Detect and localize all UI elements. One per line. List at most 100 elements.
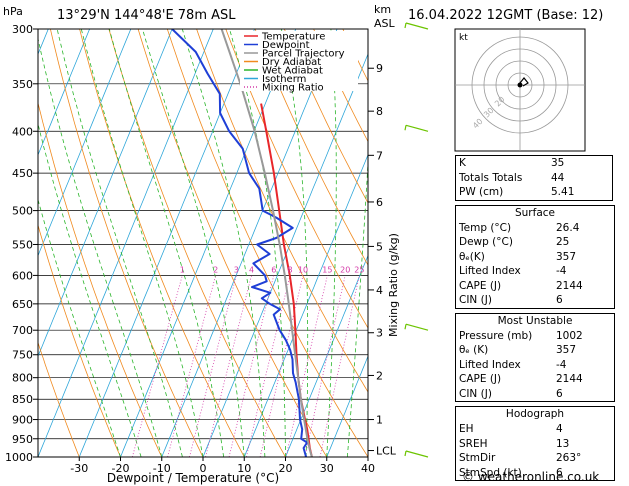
row-value: 357 [556, 250, 577, 263]
isotherm-line [38, 29, 214, 457]
km-label: km [374, 3, 392, 16]
index-label: K [459, 157, 466, 170]
height-tick-label: LCL [376, 445, 397, 458]
table-row: StmDir 263° [456, 451, 614, 466]
wind-barb-staff [405, 450, 429, 458]
row-label: SREH [459, 437, 488, 450]
table-row: Lifted Index -4 [456, 264, 614, 279]
row-value: -4 [556, 358, 567, 371]
table-row: PW (cm) 5.41 [456, 185, 613, 200]
right-axis-label: Mixing Ratio (g/kg) [387, 233, 400, 337]
row-value: 13 [556, 437, 570, 450]
legend-label: Dry Adiabat [262, 57, 321, 68]
pressure-tick-label: 450 [12, 167, 33, 180]
wet-adiabat-line [229, 29, 286, 457]
height-tick-label: 9 [376, 62, 383, 75]
dry-adiabat-line [166, 29, 368, 457]
pressure-tick-label: 300 [12, 23, 33, 36]
table-row: θₑ (K) 357 [456, 343, 614, 358]
dewpoint-line [171, 29, 309, 457]
isotherm-line [38, 29, 173, 358]
dry-adiabat-line [50, 29, 204, 457]
row-label: CAPE (J) [459, 279, 502, 292]
temperature-tick-label: 20 [279, 462, 293, 475]
legend-background [240, 31, 358, 91]
mixing-ratio-line [246, 275, 291, 457]
table-row: CIN (J) 6 [456, 387, 614, 402]
hodograph-trace [519, 77, 529, 87]
temperature-tick-label: -30 [70, 462, 88, 475]
wet-adiabat-line [326, 29, 337, 457]
dry-adiabat-line [225, 29, 368, 329]
mixing-ratio-line [285, 275, 328, 457]
row-label: θₑ(K) [459, 250, 485, 263]
pressure-tick-label: 850 [12, 393, 33, 406]
hodograph-kt-label: kt [459, 33, 468, 43]
pressure-tick-label: 800 [12, 372, 33, 385]
height-tick-label: 4 [376, 284, 383, 297]
temperature-tick-label: 10 [237, 462, 251, 475]
legend-label: Wet Adiabat [262, 66, 323, 77]
row-label: CAPE (J) [459, 373, 502, 385]
wind-barb-flag [404, 22, 407, 29]
row-value: 26.4 [556, 221, 580, 234]
row-label: Lifted Index [459, 358, 521, 371]
table-row: Lifted Index -4 [456, 358, 614, 373]
row-label: Temp (°C) [459, 221, 512, 234]
table-row: EH 4 [456, 422, 614, 437]
wet-adiabat-line [38, 198, 121, 457]
legend-label: Temperature [261, 32, 325, 43]
legend-label: Parcel Trajectory [262, 49, 345, 60]
dry-adiabat-line [108, 29, 286, 457]
wet-adiabat-line [38, 122, 142, 457]
table-row: K 35 [456, 156, 613, 171]
mixing-ratio-label: 15 [322, 265, 332, 274]
index-value: 44 [551, 171, 565, 184]
wet-adiabat-line [56, 29, 183, 457]
wind-barb-flag [404, 324, 407, 330]
table-row: Temp (°C) 26.4 [456, 221, 614, 236]
mixing-ratio-line [167, 275, 217, 457]
table-row: CIN (J) 6 [456, 293, 614, 308]
row-label: Pressure (mb) [459, 329, 533, 342]
table-row: SREH 13 [456, 437, 614, 452]
wind-barb-staff [405, 323, 429, 331]
credit-link[interactable]: © weatheronline.co.uk [462, 470, 600, 484]
pressure-tick-label: 1000 [5, 451, 33, 464]
mixing-ratio-label: 3 [234, 265, 239, 274]
dry-adiabat-line [137, 29, 328, 457]
isotherm-line [161, 29, 338, 457]
row-label: StmSpd (kt) [459, 466, 522, 479]
wet-adiabat-line [38, 37, 163, 457]
wind-barb [404, 22, 429, 30]
height-tick-label: 3 [376, 327, 383, 340]
height-tick-label: 7 [376, 149, 383, 162]
wind-barb [404, 450, 429, 458]
wind-barb-flag [404, 125, 407, 131]
wind-barb [404, 124, 429, 132]
temperature-tick-label: 30 [320, 462, 334, 475]
legend-label: Isotherm [262, 74, 306, 85]
index-label: Totals Totals [459, 171, 523, 184]
row-label: Dewp (°C) [459, 236, 513, 248]
wet-adiabat-line [281, 29, 309, 457]
dry-adiabat-line [283, 29, 368, 204]
wind-barb-staff [405, 124, 429, 132]
height-tick-label: 1 [376, 414, 383, 427]
isotherm-line [38, 29, 90, 156]
height-tick-label: 2 [376, 369, 383, 382]
wind-barb-staff [405, 22, 429, 30]
mixing-ratio-line [319, 275, 360, 457]
temperature-line [260, 103, 313, 457]
row-value: 4 [556, 423, 563, 435]
row-value: 263° [556, 452, 582, 464]
datetime-title: 16.04.2022 12GMT (Base: 12) [408, 8, 604, 23]
pressure-tick-label: 500 [12, 205, 33, 218]
legend-label: Dewpoint [262, 40, 310, 51]
wet-adiabat-line [347, 154, 368, 457]
mixing-ratio-label: 4 [249, 265, 254, 274]
parcel-trajectory-line [220, 29, 313, 457]
mixing-ratio-label: 2 [213, 265, 218, 274]
wind-barb-flag [404, 450, 407, 457]
